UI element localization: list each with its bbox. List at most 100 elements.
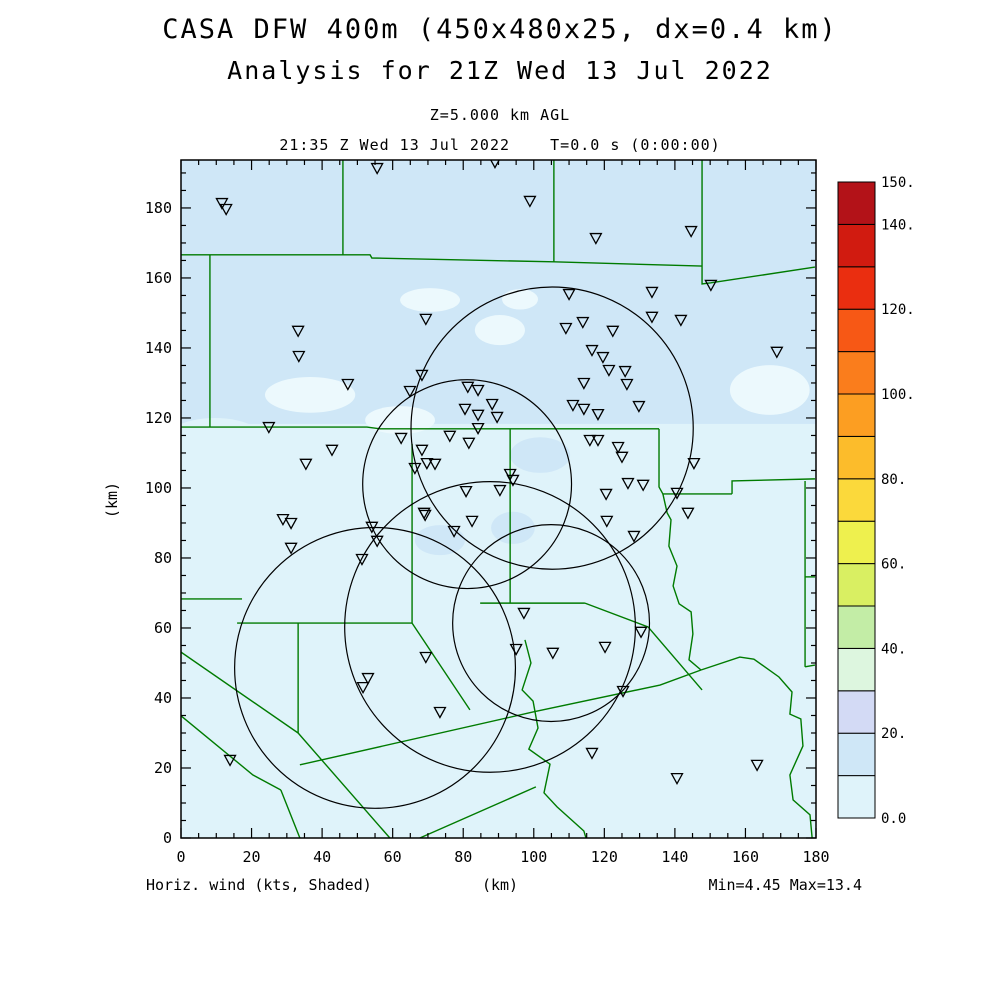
station-marker: [618, 365, 632, 378]
county-boundary-line: [731, 478, 815, 494]
y-tick-label: 180: [145, 199, 172, 217]
minmax-label: Min=4.45 Max=13.4: [708, 876, 862, 894]
station-marker: [447, 525, 461, 538]
radar-range-ring: [452, 524, 651, 723]
station-marker: [585, 344, 599, 357]
county-boundary-line: [181, 426, 660, 430]
timestamp-label: 21:35 Z Wed 13 Jul 2022 T=0.0 s (0:00:00…: [279, 136, 721, 154]
station-marker: [443, 430, 457, 443]
station-marker: [621, 477, 635, 490]
colorbar-cell: [837, 605, 876, 649]
station-marker: [627, 530, 641, 543]
station-marker: [606, 325, 620, 338]
station-marker: [292, 350, 306, 363]
station-marker: [616, 685, 630, 698]
station-marker: [611, 441, 625, 454]
y-tick-label: 0: [163, 829, 172, 847]
x-tick-label: 80: [454, 848, 472, 866]
station-marker: [591, 434, 605, 447]
station-marker: [704, 279, 718, 292]
station-marker: [361, 672, 375, 685]
station-marker: [299, 458, 313, 471]
pale-wind-patch: [729, 365, 810, 415]
station-marker: [490, 160, 500, 169]
station-marker: [583, 434, 597, 447]
x-tick-label: 160: [732, 848, 759, 866]
station-marker: [408, 462, 422, 475]
county-boundary-line: [662, 493, 702, 671]
y-tick-label: 160: [145, 269, 172, 287]
station-marker: [645, 286, 659, 299]
level-label: Z=5.000 km AGL: [429, 106, 571, 124]
station-marker: [562, 288, 576, 301]
shade-boundary-bite: [574, 430, 666, 480]
station-marker: [462, 437, 476, 450]
colorbar-label: 0.0: [881, 811, 906, 827]
x-tick-label: 140: [661, 848, 688, 866]
field-label: Horiz. wind (kts, Shaded): [146, 876, 372, 894]
shade-boundary-bite: [269, 429, 390, 481]
y-tick-label: 20: [154, 759, 172, 777]
station-marker: [325, 444, 339, 457]
colorbar-cell: [837, 690, 876, 734]
station-marker: [403, 385, 417, 398]
x-axis-unit-label: (km): [481, 876, 519, 894]
pale-wind-patch: [400, 288, 461, 312]
county-boundary-line: [700, 656, 813, 838]
station-marker: [589, 232, 603, 245]
dark-wind-patch: [510, 437, 571, 473]
station-marker: [291, 325, 305, 338]
colorbar-cell: [837, 181, 876, 225]
station-marker: [598, 641, 612, 654]
colorbar-cell: [837, 647, 876, 692]
station-marker: [428, 458, 442, 471]
county-boundary-line: [584, 602, 703, 691]
station-marker: [503, 468, 517, 481]
station-marker: [591, 408, 605, 421]
station-marker: [471, 384, 485, 397]
colorbar-cell: [837, 435, 876, 480]
station-marker: [559, 322, 573, 335]
station-marker: [577, 377, 591, 390]
station-marker: [458, 403, 472, 416]
colorbar-cell: [837, 478, 876, 522]
colorbar-cell: [837, 308, 876, 353]
station-marker: [284, 517, 298, 530]
station-marker: [546, 647, 560, 660]
station-marker: [634, 626, 648, 639]
page-subtitle: Analysis for 21Z Wed 13 Jul 2022: [227, 56, 773, 85]
x-tick-label: 120: [591, 848, 618, 866]
pale-wind-patch: [365, 406, 436, 435]
station-marker: [636, 479, 650, 492]
station-marker: [566, 399, 580, 412]
station-marker: [419, 313, 433, 326]
colorbar-label: 150.: [881, 175, 915, 191]
station-marker: [670, 772, 684, 785]
y-tick-label: 100: [145, 479, 172, 497]
radar-range-ring: [410, 286, 694, 570]
plot-layers: [181, 160, 816, 838]
county-boundary-line: [804, 664, 816, 668]
county-boundary-line: [181, 651, 299, 734]
county-boundary-line: [658, 428, 733, 495]
station-marker: [576, 316, 590, 329]
station-marker: [365, 521, 379, 534]
station-marker: [577, 403, 591, 416]
radar-range-ring: [362, 379, 573, 590]
x-tick-label: 40: [313, 848, 331, 866]
station-marker: [681, 507, 695, 520]
county-boundary-line: [299, 669, 702, 766]
station-marker: [370, 535, 384, 548]
station-marker: [523, 195, 537, 208]
colorbar-label: 100.: [881, 387, 915, 403]
x-tick-label: 180: [802, 848, 829, 866]
colorbar-cell: [837, 351, 876, 395]
county-boundary-line: [280, 789, 301, 838]
y-tick-label: 80: [154, 549, 172, 567]
station-marker: [415, 444, 429, 457]
station-marker: [506, 474, 520, 487]
station-marker: [596, 351, 610, 364]
county-boundary-line: [181, 254, 703, 267]
